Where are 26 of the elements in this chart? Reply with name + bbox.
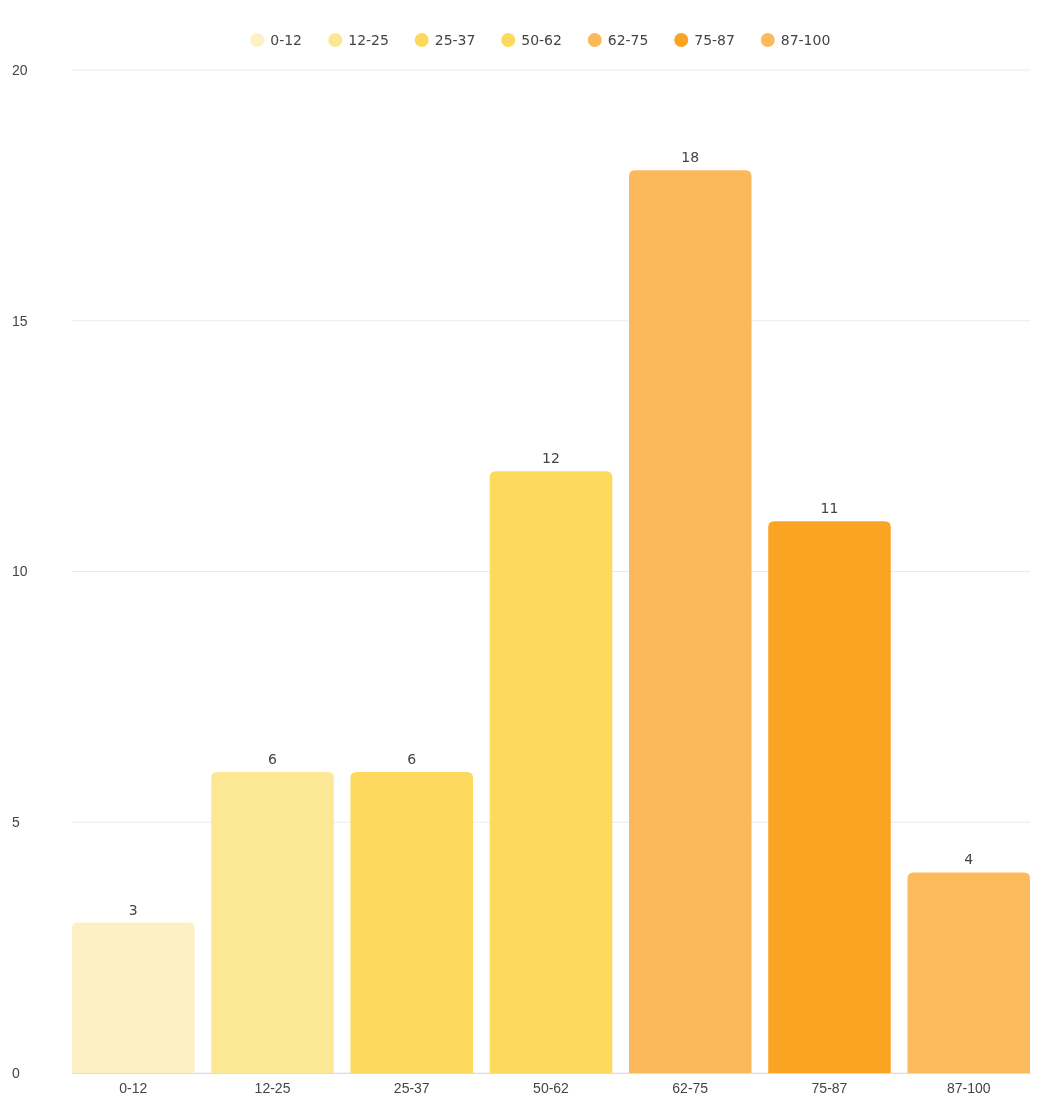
y-tick-label: 5	[12, 814, 20, 831]
data-label: 18	[681, 149, 700, 166]
data-label: 3	[128, 901, 138, 918]
legend-label: 87-100	[780, 31, 831, 48]
legend-label: 50-62	[521, 31, 562, 48]
legend-label: 0-12	[270, 31, 303, 48]
data-label: 4	[964, 851, 974, 868]
data-label: 6	[407, 751, 417, 768]
x-tick-label: 12-25	[254, 1079, 291, 1096]
data-label: 11	[820, 500, 839, 517]
x-tick-label: 0-12	[119, 1079, 148, 1096]
x-tick-label: 75-87	[811, 1079, 848, 1096]
x-tick-label: 87-100	[946, 1079, 991, 1096]
legend-label: 12-25	[348, 31, 389, 48]
data-label: 6	[268, 751, 278, 768]
legend-label: 75-87	[694, 31, 735, 48]
legend-label: 62-75	[607, 31, 649, 48]
data-label: 12	[542, 450, 560, 467]
x-tick-label: 62-75	[672, 1079, 709, 1096]
y-tick-label: 15	[12, 312, 28, 329]
y-tick-label: 10	[12, 563, 28, 580]
y-tick-label: 0	[12, 1064, 20, 1081]
x-tick-label: 50-62	[533, 1079, 570, 1096]
y-tick-label: 20	[12, 61, 28, 78]
legend-label: 25-37	[434, 31, 476, 48]
x-tick-label: 25-37	[393, 1079, 430, 1096]
